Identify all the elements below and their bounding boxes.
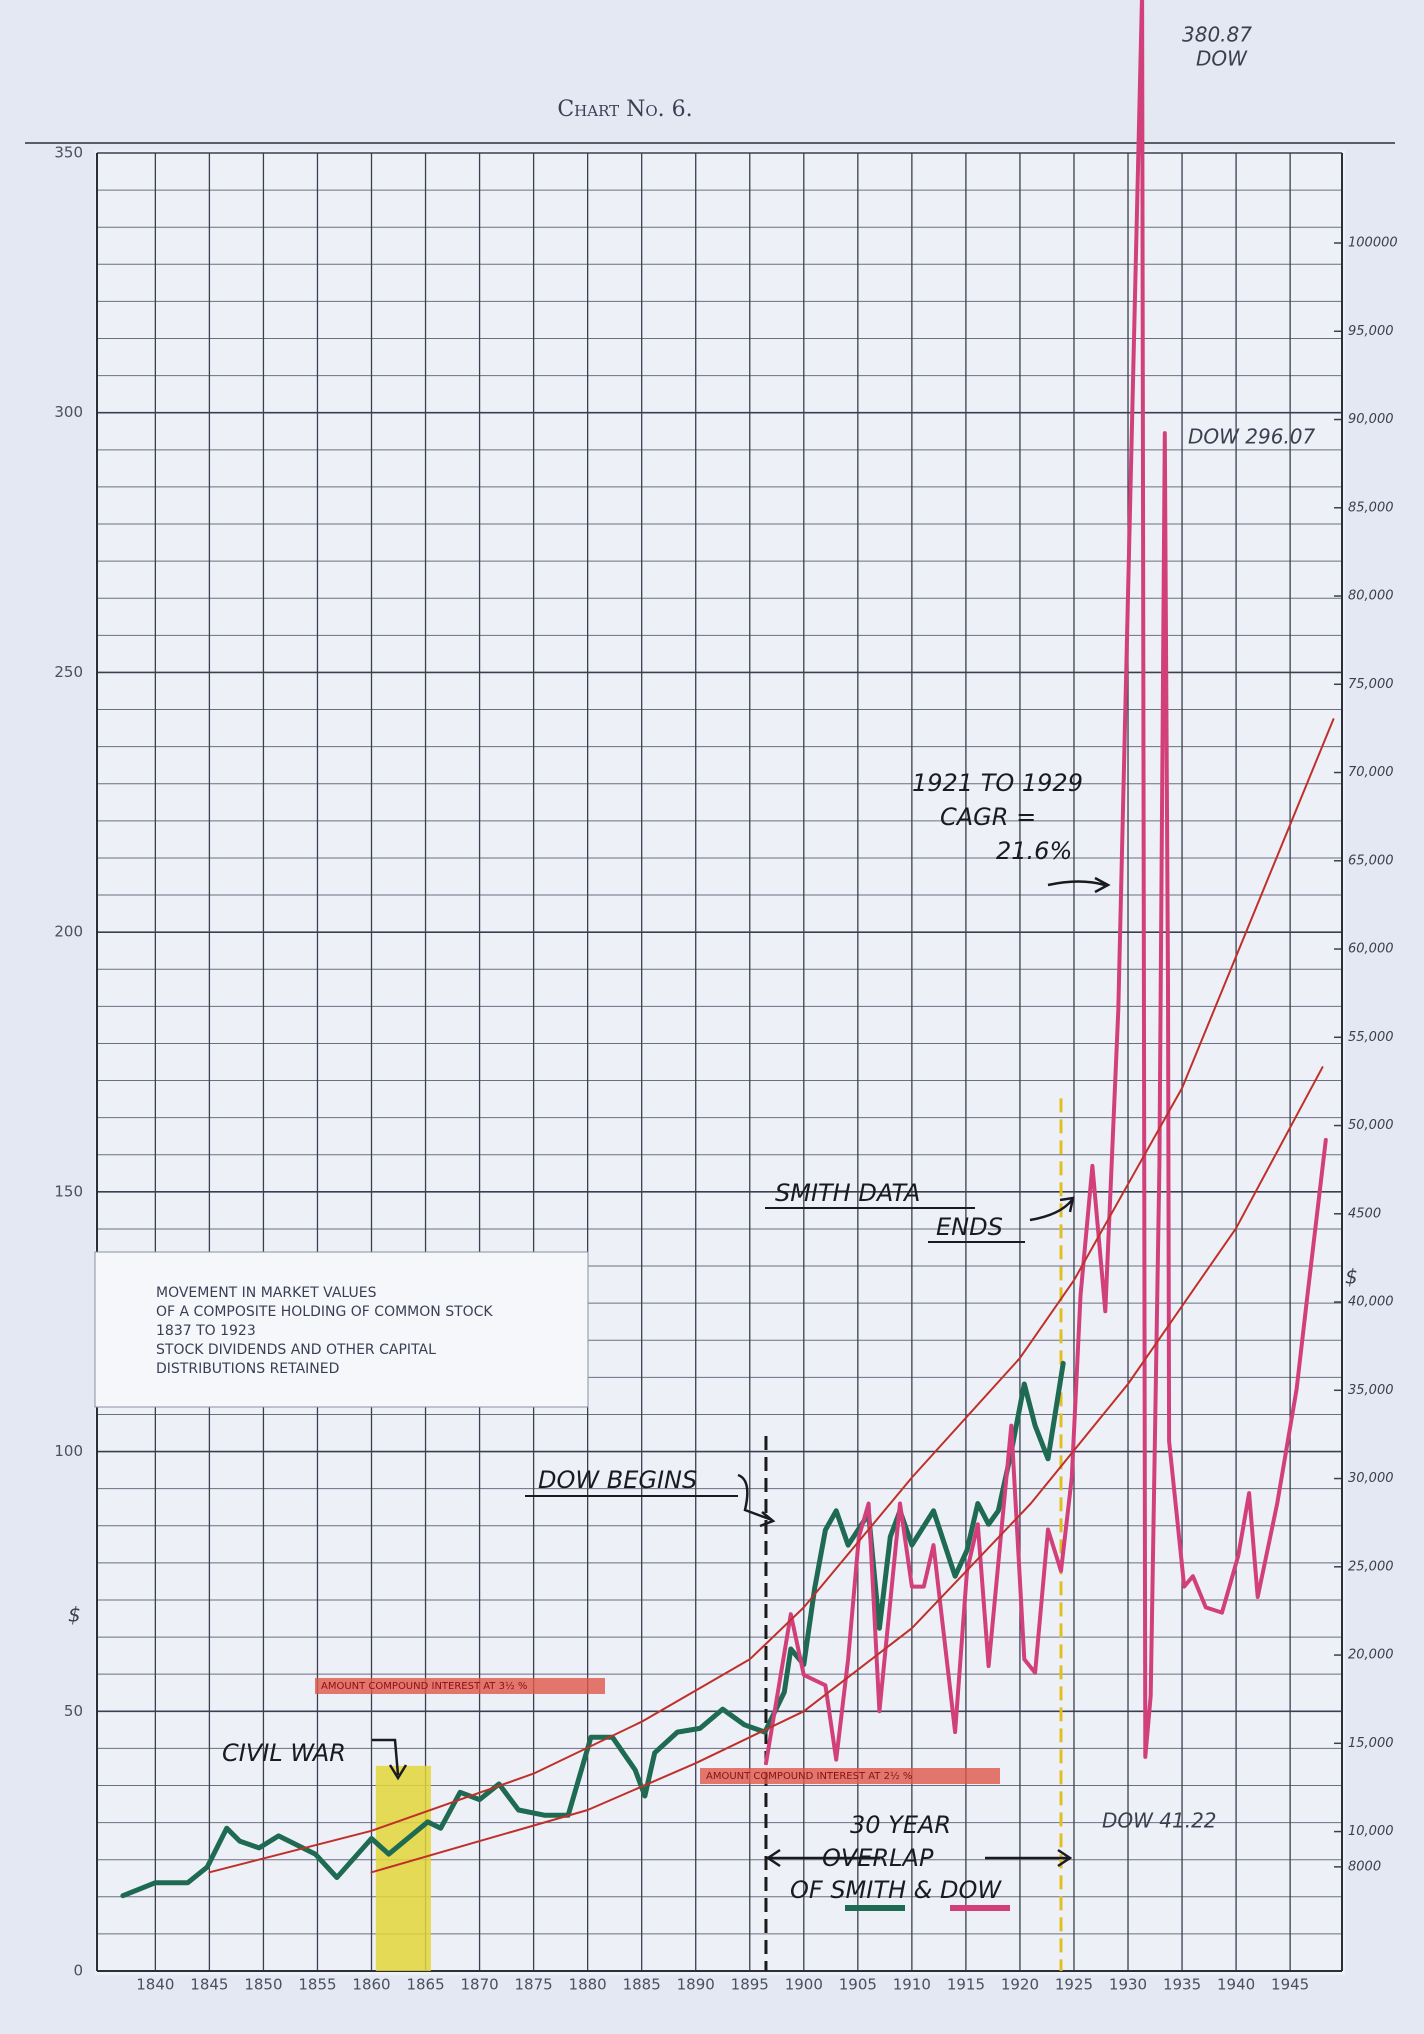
annotation: OF SMITH & DOW: [790, 1876, 1002, 1904]
x-tick-label: 1910: [893, 1976, 931, 1994]
x-tick-label: 1925: [1055, 1976, 1093, 1994]
x-tick-label: 1930: [1109, 1976, 1147, 1994]
y2-tick-label: 20,000: [1348, 1648, 1394, 1663]
y2-tick-label: 15,000: [1348, 1736, 1394, 1751]
war-arrow: [372, 1738, 408, 1781]
curve-label-box: [700, 1768, 1000, 1784]
annotation: 380.87: [1182, 23, 1252, 47]
series-line: [120, 1360, 1066, 1899]
x-tick-label: 1870: [460, 1976, 498, 1994]
curve-label-box: [315, 1678, 605, 1694]
dow-arrow: [737, 1473, 776, 1528]
y2-tick-label: 4500: [1348, 1206, 1381, 1221]
x-tick-label: 1900: [785, 1976, 823, 1994]
note-line: STOCK DIVIDENDS AND OTHER CAPITAL: [156, 1342, 436, 1358]
annotation: DOW: [1196, 47, 1248, 71]
annotation: DOW 41.22: [1102, 1809, 1217, 1833]
x-tick-label: 1885: [623, 1976, 661, 1994]
curve-label: AMOUNT COMPOUND INTEREST AT 2½ %: [706, 1770, 912, 1782]
y2-tick-label: 80,000: [1348, 589, 1394, 604]
note-line: 1837 TO 1923: [156, 1323, 256, 1339]
y2-tick-label: 25,000: [1348, 1559, 1394, 1574]
annotation: CAGR =: [940, 803, 1036, 831]
x-tick-label: 1860: [352, 1976, 390, 1994]
overlap-arrows: [765, 1848, 1073, 1868]
x-tick-label: 1865: [406, 1976, 444, 1994]
annotation: 21.6%: [996, 837, 1072, 865]
cagr-arrow: [1047, 876, 1111, 894]
x-tick-label: 1840: [136, 1976, 174, 1994]
x-tick-label: 1875: [515, 1976, 553, 1994]
note-box: [94, 1251, 589, 1408]
y2-tick-label: 55,000: [1348, 1030, 1394, 1045]
series-line: [208, 718, 1335, 1874]
series-line: [370, 1066, 1324, 1874]
y2-tick-label: 75,000: [1348, 677, 1394, 692]
plot-area: [95, 150, 1345, 1975]
y-tick-label: 150: [54, 1182, 83, 1200]
annotation: 30 YEAR: [850, 1811, 951, 1839]
y2-tick-label: 8000: [1348, 1859, 1381, 1874]
y2-tick-label: 70,000: [1348, 765, 1394, 780]
x-tick-label: 1920: [1001, 1976, 1039, 1994]
y-tick-label: 300: [54, 403, 83, 421]
x-tick-label: 1850: [244, 1976, 282, 1994]
y2-tick-label: 100000: [1348, 236, 1398, 251]
x-tick-label: 1915: [947, 1976, 985, 1994]
annotation: SMITH DATA: [775, 1179, 920, 1207]
arrows: [372, 876, 1111, 1868]
annotation: $: [1345, 1265, 1358, 1289]
y-tick-label: 0: [73, 1962, 83, 1980]
annotation: DOW BEGINS: [538, 1466, 697, 1494]
y-tick-label: 350: [54, 144, 83, 162]
x-tick-label: 1945: [1271, 1976, 1309, 1994]
y-tick-label: 250: [54, 663, 83, 681]
curve-label: AMOUNT COMPOUND INTEREST AT 3½ %: [321, 1680, 527, 1692]
y-tick-label: 50: [64, 1702, 83, 1720]
x-tick-label: 1845: [190, 1976, 228, 1994]
x-tick-label: 1880: [569, 1976, 607, 1994]
annotation: ENDS: [936, 1213, 1003, 1241]
y2-tick-label: 40,000: [1348, 1295, 1394, 1310]
y2-tick-label: 95,000: [1348, 324, 1394, 339]
y2-tick-label: 60,000: [1348, 942, 1394, 957]
x-tick-label: 1890: [677, 1976, 715, 1994]
y-tick-label: 200: [54, 923, 83, 941]
y2-tick-label: 35,000: [1348, 1383, 1394, 1398]
series-line: [764, 0, 1328, 1766]
x-tick-label: 1935: [1163, 1976, 1201, 1994]
note-line: DISTRIBUTIONS RETAINED: [156, 1361, 339, 1377]
y2-tick-label: 50,000: [1348, 1118, 1394, 1133]
annotation: DOW 296.07: [1188, 425, 1316, 449]
y2-tick-label: 30,000: [1348, 1471, 1394, 1486]
annotation: $: [68, 1603, 81, 1627]
marks: [94, 0, 1335, 1971]
y2-tick-label: 65,000: [1348, 853, 1394, 868]
smith-arrow: [1029, 1196, 1075, 1222]
y-tick-label: 100: [54, 1442, 83, 1460]
x-tick-label: 1895: [731, 1976, 769, 1994]
x-tick-label: 1940: [1217, 1976, 1255, 1994]
texts: 0 50 100 150 200 250 300 350 1840 1845 1850 1855 186…: [54, 23, 1397, 1994]
annotation: CIVIL WAR: [222, 1739, 346, 1767]
y2-tick-label: 85,000: [1348, 500, 1394, 515]
x-tick-label: 1905: [839, 1976, 877, 1994]
y2-tick-label: 90,000: [1348, 412, 1394, 427]
x-tick-label: 1855: [298, 1976, 336, 1994]
y2-tick-label: 10,000: [1348, 1824, 1394, 1839]
grid: [25, 142, 1395, 1972]
note-line: OF A COMPOSITE HOLDING OF COMMON STOCK: [156, 1304, 493, 1320]
annotation: 1921 TO 1929: [912, 769, 1083, 797]
note-line: MOVEMENT IN MARKET VALUES: [156, 1285, 377, 1301]
chart-title: Chart No. 6.: [557, 97, 692, 122]
